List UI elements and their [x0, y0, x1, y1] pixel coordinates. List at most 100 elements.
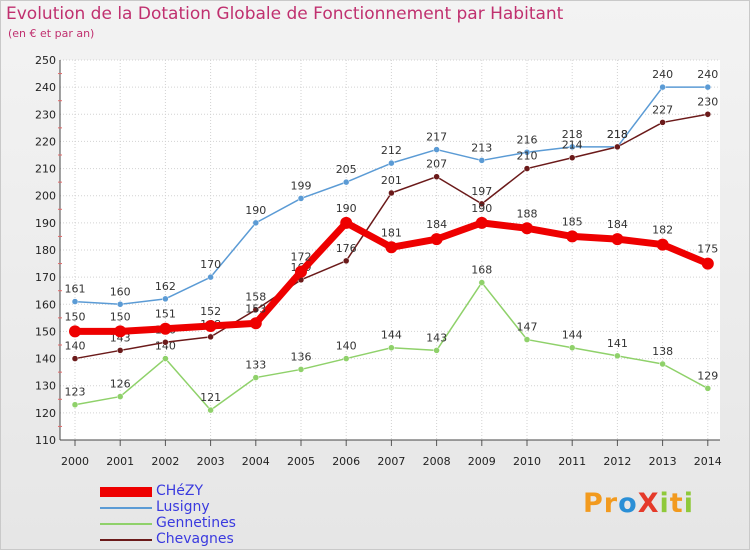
data-point-lusigny — [116, 301, 124, 308]
data-label-chevagnes: 197 — [471, 185, 492, 198]
y-tick-label: 140 — [35, 353, 56, 366]
data-label-chevagnes: 218 — [607, 128, 628, 141]
data-label-gennetines: 138 — [652, 345, 673, 358]
data-point-chzy — [385, 241, 398, 254]
legend-swatch — [100, 507, 152, 509]
data-label-chzy: 151 — [155, 308, 176, 321]
data-label-chzy: 190 — [471, 202, 492, 215]
data-label-lusigny: 217 — [426, 131, 447, 144]
data-label-lusigny: 213 — [471, 141, 492, 154]
y-tick-label: 190 — [35, 217, 56, 230]
data-label-chzy: 152 — [200, 305, 221, 318]
data-label-chevagnes: 227 — [652, 103, 673, 116]
data-point-chevagnes — [614, 143, 621, 151]
data-point-chevagnes — [342, 257, 350, 265]
data-label-chzy: 181 — [381, 226, 402, 239]
data-point-chevagnes — [704, 111, 712, 118]
logo-letter: i — [683, 488, 694, 519]
data-point-chevagnes — [116, 347, 124, 354]
data-label-lusigny: 199 — [291, 179, 312, 192]
data-point-chzy — [69, 325, 81, 338]
y-tick-label: 170 — [35, 271, 56, 284]
data-point-gennetines — [659, 360, 666, 368]
data-point-chevagnes — [207, 333, 214, 341]
data-label-lusigny: 240 — [652, 68, 673, 81]
data-point-chevagnes — [433, 173, 440, 180]
data-point-chzy — [340, 216, 353, 229]
data-point-chevagnes — [252, 306, 260, 313]
chart-title: Evolution de la Dotation Globale de Fonc… — [6, 4, 564, 24]
y-tick-label: 230 — [35, 108, 56, 121]
y-tick-label: 130 — [35, 380, 56, 393]
data-label-lusigny: 212 — [381, 144, 402, 157]
data-point-gennetines — [523, 336, 531, 343]
x-tick-label: 2007 — [377, 455, 405, 468]
data-label-gennetines: 147 — [517, 321, 538, 334]
data-point-lusigny — [478, 157, 486, 164]
data-label-lusigny: 216 — [517, 133, 538, 146]
line-chart: 110 120 130 140 150 160 170 180 190 200 210 220 230 2… — [35, 54, 722, 468]
data-label-gennetines: 144 — [562, 329, 583, 342]
data-point-gennetines — [342, 355, 350, 362]
data-point-chzy — [656, 238, 669, 251]
data-point-lusigny — [433, 146, 440, 153]
legend-swatch — [100, 539, 152, 541]
data-label-chevagnes: 201 — [381, 174, 402, 187]
logo-letter: P — [583, 488, 604, 519]
data-point-chzy — [295, 265, 307, 278]
data-point-chzy — [430, 233, 443, 246]
data-label-chevagnes: 176 — [336, 242, 357, 255]
data-point-lusigny — [342, 178, 350, 186]
y-tick-label: 150 — [35, 325, 56, 338]
data-label-chzy: 153 — [245, 302, 266, 315]
x-tick-label: 2008 — [423, 455, 451, 468]
y-tick-label: 110 — [35, 434, 56, 447]
y-tick-label: 160 — [35, 298, 56, 311]
data-point-lusigny — [659, 83, 666, 91]
data-label-gennetines: 121 — [200, 391, 221, 404]
y-tick-label: 180 — [35, 244, 56, 257]
x-tick-label: 2001 — [106, 455, 134, 468]
data-label-lusigny: 162 — [155, 280, 176, 293]
data-label-gennetines: 123 — [65, 386, 86, 399]
data-point-lusigny — [297, 195, 305, 202]
data-point-chzy — [566, 230, 579, 243]
data-point-gennetines — [568, 344, 576, 351]
data-label-lusigny: 218 — [607, 128, 628, 141]
data-point-lusigny — [207, 273, 214, 281]
x-tick-label: 2011 — [558, 455, 586, 468]
y-tick-label: 210 — [35, 163, 56, 176]
data-point-chevagnes — [71, 355, 79, 362]
data-point-lusigny — [71, 298, 79, 305]
data-point-chzy — [114, 325, 127, 338]
data-point-gennetines — [297, 366, 305, 373]
data-point-gennetines — [704, 385, 712, 392]
chart-subtitle: (en € et par an) — [8, 27, 95, 40]
data-point-lusigny — [388, 159, 395, 167]
data-point-chevagnes — [388, 189, 395, 197]
data-point-chzy — [521, 222, 533, 235]
data-label-chevagnes: 140 — [65, 340, 86, 353]
legend-swatch — [100, 523, 152, 525]
data-label-lusigny: 170 — [200, 258, 221, 271]
data-point-chzy — [701, 257, 714, 270]
x-tick-label: 2013 — [649, 455, 677, 468]
data-point-chzy — [611, 233, 624, 246]
data-label-gennetines: 129 — [697, 369, 718, 382]
data-point-chevagnes — [162, 339, 169, 346]
data-label-gennetines: 144 — [381, 329, 402, 342]
data-label-chzy: 172 — [291, 251, 312, 264]
data-point-gennetines — [207, 406, 214, 414]
y-tick-label: 120 — [35, 407, 56, 420]
data-label-chevagnes: 207 — [426, 158, 447, 171]
data-point-gennetines — [388, 344, 395, 351]
data-point-chzy — [249, 317, 262, 330]
data-label-chevagnes: 214 — [562, 139, 583, 152]
x-tick-label: 2005 — [287, 455, 315, 468]
x-tick-label: 2002 — [151, 455, 179, 468]
data-point-gennetines — [478, 279, 486, 286]
x-tick-label: 2010 — [513, 455, 541, 468]
data-label-chzy: 190 — [336, 202, 357, 215]
data-label-lusigny: 205 — [336, 163, 357, 176]
data-point-lusigny — [704, 83, 712, 91]
